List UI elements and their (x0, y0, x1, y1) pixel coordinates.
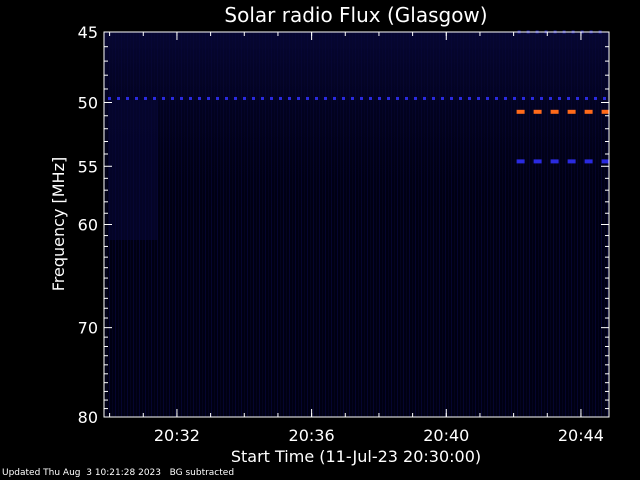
x-axis: 20:32 20:36 20:40 20:44 (109, 32, 604, 445)
emission-dash (601, 159, 610, 164)
emission-dot (234, 96, 237, 100)
updated-timestamp: Updated Thu Aug 3 10:21:28 2023 (2, 468, 162, 478)
emission-dot (288, 96, 291, 100)
emission-dot (135, 96, 138, 100)
x-tick-label: 20:32 (154, 426, 200, 445)
emission-dot (513, 96, 516, 100)
emission-dot (441, 96, 444, 100)
emission-dot (477, 96, 480, 100)
emission-dot (594, 96, 597, 100)
emission-dot (342, 96, 345, 100)
emission-dash (516, 109, 525, 114)
emission-dot (126, 96, 129, 100)
y-tick-label: 80 (78, 408, 98, 427)
emission-dot (225, 96, 228, 100)
emission-dot (108, 96, 111, 100)
emission-dot (495, 96, 498, 100)
emission-dot (369, 96, 372, 100)
bg-subtracted-note: BG subtracted (169, 468, 235, 478)
emission-dot (162, 96, 165, 100)
emission-dot (603, 96, 606, 100)
emission-dot (360, 96, 363, 100)
emission-dot (423, 96, 426, 100)
emission-dot (576, 96, 579, 100)
emission-dot (315, 96, 318, 100)
emission-dot (243, 96, 246, 100)
emission-dot (333, 96, 336, 100)
emission-dot (522, 96, 525, 100)
emission-dot (216, 96, 219, 100)
emission-dot (432, 96, 435, 100)
emission-dot (504, 96, 507, 100)
emission-dash (533, 159, 542, 164)
emission-dot (378, 96, 381, 100)
footer: Updated Thu Aug 3 10:21:28 2023 BG subtr… (2, 468, 234, 478)
x-tick-label: 20:36 (289, 426, 335, 445)
emission-dot (207, 96, 210, 100)
emission-dot (405, 96, 408, 100)
emission-dot (144, 96, 147, 100)
x-tick-label: 20:44 (558, 426, 604, 445)
emission-dot (252, 96, 255, 100)
y-tick-label: 50 (78, 94, 98, 113)
emission-dot (270, 96, 273, 100)
y-axis-label: Frequency [MHz] (49, 157, 68, 291)
emission-dot (414, 96, 417, 100)
y-tick-label: 60 (78, 216, 98, 235)
x-axis-label: Start Time (11-Jul-23 20:30:00) (231, 447, 481, 466)
emission-dot (117, 96, 120, 100)
y-tick-label: 55 (78, 157, 98, 176)
emission-dash (533, 109, 542, 114)
emission-dash (516, 159, 525, 164)
emission-dot (585, 96, 588, 100)
emission-dash (584, 159, 593, 164)
left-glow-region (108, 100, 158, 240)
low-frequency-glow (104, 32, 609, 232)
emission-dot (351, 96, 354, 100)
x-tick-label: 20:40 (423, 426, 469, 445)
emission-dot (189, 96, 192, 100)
emission-dot (540, 96, 543, 100)
emission-dash (584, 109, 593, 114)
emission-dot (279, 96, 282, 100)
emission-dot (558, 96, 561, 100)
emission-dot (198, 96, 201, 100)
emission-dot (297, 96, 300, 100)
emission-dot (387, 96, 390, 100)
emission-dot (486, 96, 489, 100)
emission-dash (567, 109, 576, 114)
emission-dash (601, 109, 610, 114)
emission-dot (261, 96, 264, 100)
emission-dot (153, 96, 156, 100)
emission-dot (324, 96, 327, 100)
emission-dot (468, 96, 471, 100)
plot-area (103, 30, 610, 418)
chart-title: Solar radio Flux (Glasgow) (224, 3, 487, 27)
emission-dot (549, 96, 552, 100)
emission-dash (567, 159, 576, 164)
emission-dot (306, 96, 309, 100)
emission-dot (450, 96, 453, 100)
emission-dot (531, 96, 534, 100)
emission-dot (459, 96, 462, 100)
emission-dash (550, 159, 559, 164)
y-axis: 45 50 55 60 70 80 (78, 23, 609, 427)
emission-dot (171, 96, 174, 100)
emission-dot (396, 96, 399, 100)
y-tick-label: 45 (78, 23, 98, 42)
emission-dash (550, 109, 559, 114)
emission-dot (180, 96, 183, 100)
emission-dot (567, 96, 570, 100)
y-tick-label: 70 (78, 319, 98, 338)
